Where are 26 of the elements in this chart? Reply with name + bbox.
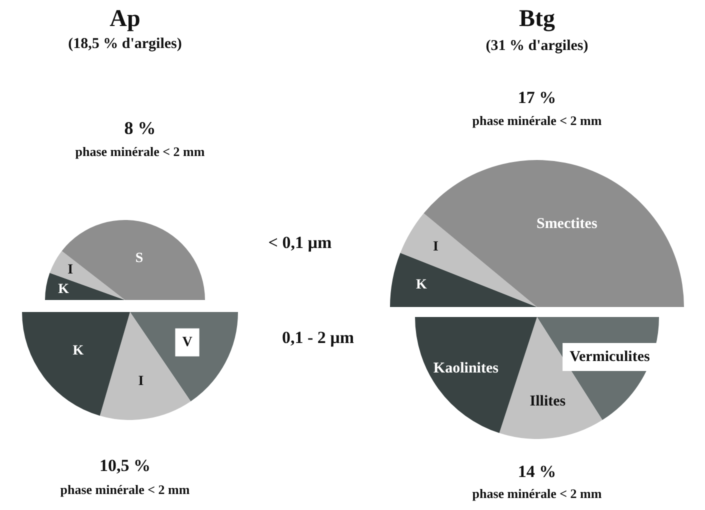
slice-label: I: [138, 374, 144, 389]
slice-label: V: [182, 334, 192, 350]
slice-label: S: [135, 250, 144, 266]
chart-subtitle: (31 % d'argiles): [484, 38, 590, 55]
text: 8 %: [123, 118, 157, 139]
slice-label: Illites: [530, 394, 566, 410]
text: < 0,1 µm: [268, 233, 332, 252]
slice-label: I: [433, 240, 439, 255]
chart-title: Btg: [518, 6, 556, 33]
text: phase minérale < 2 mm: [471, 486, 603, 502]
slice-label: Smectites: [536, 216, 598, 232]
chart-title: Ap: [108, 6, 142, 33]
text: 17 %: [516, 88, 558, 108]
slice-label: Kaolinites: [433, 360, 499, 377]
text: phase minérale < 2 mm: [59, 482, 191, 498]
chart-subtitle: (18,5 % d'argiles): [67, 36, 183, 53]
slice-label: K: [72, 344, 84, 359]
slice-label: K: [58, 282, 70, 297]
text: phase minérale < 2 mm: [471, 113, 603, 129]
text: 0,1 - 2 µm: [282, 328, 354, 347]
slice-label: Vermiculites: [570, 348, 650, 365]
text: 10,5 %: [98, 456, 152, 476]
text: phase minérale < 2 mm: [74, 144, 206, 160]
slice-label: K: [416, 278, 428, 293]
text: 14 %: [516, 462, 558, 482]
slice-label: I: [68, 262, 74, 278]
